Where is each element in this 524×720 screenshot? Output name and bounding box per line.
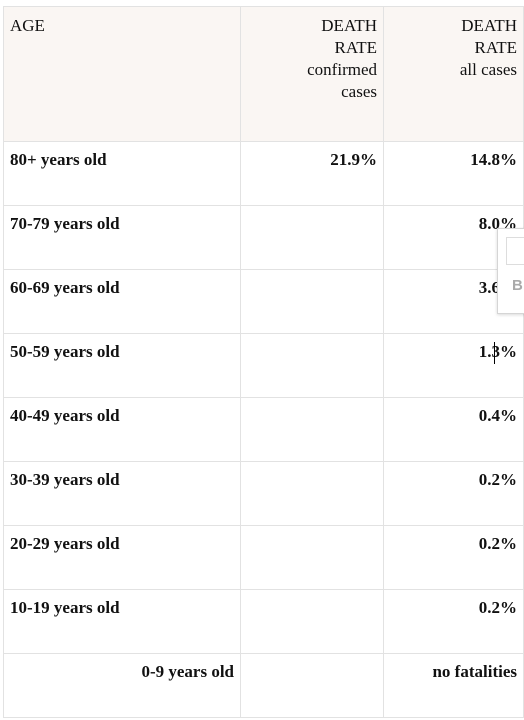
rate-cell[interactable]: [240, 653, 384, 718]
header-subtitle: all cases: [459, 60, 517, 79]
rate-cell[interactable]: no fatalities: [383, 653, 524, 718]
rate-cell[interactable]: [240, 525, 384, 590]
popup[interactable]: B: [497, 228, 524, 314]
rate-cell[interactable]: 14.8%: [383, 141, 524, 206]
rate-cell[interactable]: 0.2%: [383, 589, 524, 654]
table-row: 50-59 years old 1.3%: [3, 333, 524, 398]
popup-button[interactable]: B: [512, 277, 523, 294]
rate-cell[interactable]: [240, 269, 384, 334]
rate-cell[interactable]: 0.4%: [383, 397, 524, 462]
rate-cell[interactable]: [240, 589, 384, 654]
table-row: 70-79 years old 8.0%: [3, 205, 524, 270]
table-row: 20-29 years old 0.2%: [3, 525, 524, 590]
age-cell[interactable]: 80+ years old: [3, 141, 241, 206]
age-cell[interactable]: 40-49 years old: [3, 397, 241, 462]
table-row: 0-9 years old no fatalities: [3, 653, 524, 718]
rate-cell[interactable]: [240, 461, 384, 526]
table-row: 30-39 years old 0.2%: [3, 461, 524, 526]
rate-cell[interactable]: 0.2%: [383, 461, 524, 526]
table-row: 80+ years old 21.9% 14.8%: [3, 141, 524, 206]
header-title: DEATH RATE: [321, 16, 377, 57]
table-body: 80+ years old 21.9% 14.8% 70-79 years old 8.…: [3, 141, 524, 718]
table-row: 60-69 years old3.6%: [3, 269, 524, 334]
age-cell[interactable]: 0-9 years old: [3, 653, 241, 718]
table-row: 40-49 years old 0.4%: [3, 397, 524, 462]
age-cell[interactable]: 10-19 years old: [3, 589, 241, 654]
header-cell: DEATH RATE confirmed cases: [240, 6, 384, 142]
header-cell: DEATH RATE all cases: [383, 6, 524, 142]
age-cell[interactable]: 30-39 years old: [3, 461, 241, 526]
rate-cell[interactable]: [240, 205, 384, 270]
age-cell[interactable]: 60-69 years old: [3, 269, 241, 334]
header-subtitle: confirmed cases: [307, 60, 377, 101]
age-cell[interactable]: 20-29 years old: [3, 525, 241, 590]
rate-cell[interactable]: [240, 397, 384, 462]
rate-cell[interactable]: 1.3%: [383, 333, 524, 398]
rate-cell[interactable]: [240, 333, 384, 398]
table-row: 10-19 years old 0.2%: [3, 589, 524, 654]
rate-cell[interactable]: 0.2%: [383, 525, 524, 590]
rate-cell[interactable]: 21.9%: [240, 141, 384, 206]
header-cell: AGE: [3, 6, 241, 142]
header-title: DEATH RATE: [461, 16, 517, 57]
age-cell[interactable]: 70-79 years old: [3, 205, 241, 270]
death-rate-table: AGE DEATH RATE confirmed cases DEATH RATE…: [3, 6, 524, 718]
header-row: AGE DEATH RATE confirmed cases DEATH RATE…: [3, 6, 524, 142]
age-cell[interactable]: 50-59 years old: [3, 333, 241, 398]
popup-input[interactable]: [506, 237, 524, 265]
text-cursor: [494, 342, 495, 364]
